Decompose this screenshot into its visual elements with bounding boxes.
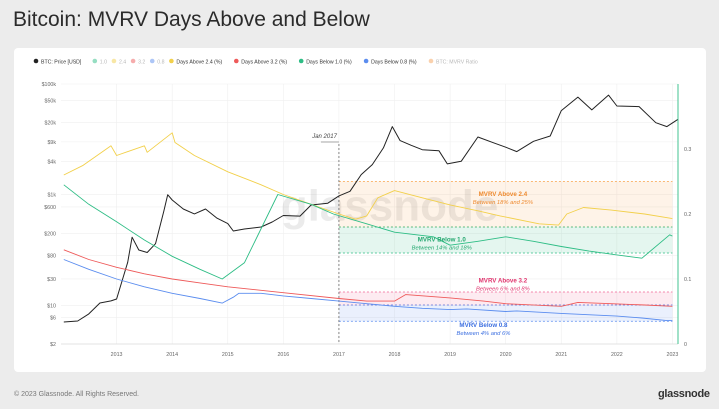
- band-sub-2: Between 6% and 8%: [476, 286, 530, 292]
- page-title: Bitcoin: MVRV Days Above and Below: [13, 8, 370, 31]
- y-left-tick-11: $50k: [45, 99, 57, 105]
- glassnode-logo: glassnode: [658, 388, 710, 400]
- legend-label-9: BTC: MVRV Ratio: [436, 60, 478, 66]
- legend-label-0: BTC: Price [USD]: [41, 60, 82, 66]
- legend-marker-0: [33, 58, 39, 64]
- chart-card: BTC: Price [USD] 1.0 2.4 3.2 0.8 Days Above 2…: [14, 48, 706, 372]
- x-tick-0: 2013: [111, 352, 123, 358]
- legend-marker-1: [92, 58, 98, 64]
- y-left-tick-10: $20k: [45, 121, 57, 127]
- chart-svg: BTC: Price [USD] 1.0 2.4 3.2 0.8 Days Above 2…: [33, 58, 691, 358]
- band-sub-1: Between 14% and 18%: [412, 245, 472, 251]
- legend-label-7: Days Below 1.0 (%): [306, 60, 352, 66]
- band-0: [338, 181, 673, 227]
- y-left-tick-9: $9k: [47, 140, 56, 146]
- series-line-1: [63, 132, 673, 226]
- band-label-2: MVRV Above 3.2: [479, 277, 528, 284]
- legend-label-6: Days Above 3.2 (%): [241, 60, 287, 66]
- legend-marker-5: [169, 58, 174, 64]
- y-left-tick-7: $1k: [47, 193, 56, 199]
- y-left-tick-0: $2: [50, 342, 56, 348]
- x-tick-3: 2016: [277, 352, 289, 358]
- band-label-0: MVRV Above 2.4: [479, 191, 528, 198]
- x-tick-10: 2023: [667, 352, 679, 358]
- y-left-tick-2: $10: [47, 303, 56, 309]
- y-left-tick-1: $6: [50, 316, 56, 322]
- y-right-tick-0: 0: [684, 342, 687, 348]
- x-tick-7: 2020: [500, 352, 512, 358]
- y-left-tick-8: $4k: [47, 159, 56, 165]
- legend-marker-8: [363, 58, 369, 64]
- series-line-2: [63, 184, 673, 280]
- legend-label-1: 1.0: [100, 60, 107, 66]
- legend-marker-9: [428, 58, 434, 64]
- legend-label-5: Days Above 2.4 (%): [176, 60, 222, 66]
- band-label-1: MVRV Below 1.0: [418, 236, 467, 243]
- x-tick-5: 2018: [389, 352, 401, 358]
- band-sub-3: Between 4% and 6%: [457, 331, 511, 337]
- legend-marker-3: [130, 58, 136, 64]
- band-label-3: MVRV Below 0.8: [459, 322, 508, 329]
- marker-label: Jan 2017: [311, 134, 337, 140]
- y-left-tick-4: $80: [47, 253, 56, 259]
- x-tick-2: 2015: [222, 352, 234, 358]
- band-1: [338, 227, 673, 253]
- legend-label-4: 0.8: [157, 60, 164, 66]
- y-left-tick-5: $200: [44, 231, 56, 237]
- y-left-tick-12: $100k: [42, 82, 57, 88]
- x-tick-9: 2022: [611, 352, 623, 358]
- x-tick-6: 2019: [444, 352, 456, 358]
- series-line-0: [63, 94, 679, 323]
- x-tick-8: 2021: [555, 352, 567, 358]
- legend-marker-7: [298, 58, 304, 64]
- band-3: [338, 305, 673, 322]
- y-right-tick-3: 0.3: [684, 147, 691, 153]
- legend-label-8: Days Below 0.8 (%): [371, 60, 417, 66]
- x-tick-4: 2017: [333, 352, 345, 358]
- legend-label-2: 2.4: [119, 60, 126, 66]
- y-left-tick-3: $30: [47, 277, 56, 283]
- band-sub-0: Between 18% and 25%: [473, 200, 533, 206]
- legend-label-3: 3.2: [138, 60, 145, 66]
- legend-marker-2: [111, 58, 117, 64]
- y-left-tick-6: $600: [44, 205, 56, 211]
- legend-marker-6: [234, 58, 239, 64]
- band-2: [338, 292, 673, 305]
- copyright-footer: © 2023 Glassnode. All Rights Reserved.: [14, 391, 140, 398]
- y-right-tick-1: 0.1: [684, 277, 691, 283]
- y-right-tick-2: 0.2: [684, 212, 691, 218]
- series-line-4: [63, 259, 673, 322]
- legend-marker-4: [149, 58, 155, 64]
- series-line-3: [63, 249, 673, 307]
- x-tick-1: 2014: [166, 352, 178, 358]
